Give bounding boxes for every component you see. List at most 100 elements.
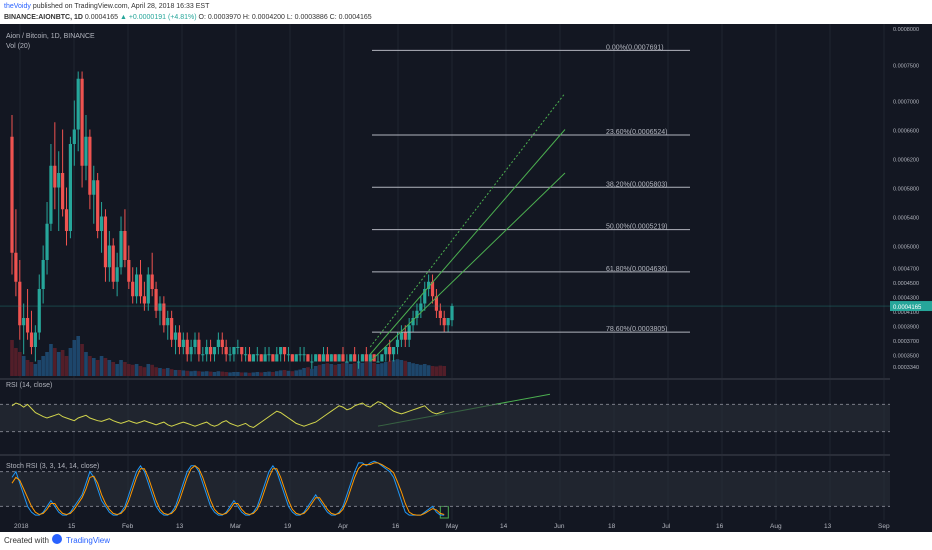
candle-body bbox=[271, 354, 275, 362]
volume-bar bbox=[10, 340, 14, 376]
fibonacci-retracement[interactable]: 0.00%(0.0007691) 23.60%(0.0006524) 38.20%(… bbox=[372, 44, 690, 333]
volume-bar bbox=[103, 358, 108, 376]
candle-body bbox=[220, 339, 224, 347]
candle-body bbox=[290, 354, 294, 362]
volume-bar bbox=[95, 360, 100, 376]
tradingview-logo-icon bbox=[52, 534, 62, 544]
price-tick-label: 0.0003700 bbox=[893, 339, 919, 345]
candle-body bbox=[391, 347, 396, 355]
symbol-line: BINANCE:AIONBTC, 1D 0.0004165 ▲ +0.00001… bbox=[4, 14, 372, 21]
candle-body bbox=[353, 354, 357, 362]
candle-body bbox=[279, 347, 283, 355]
volume-bar bbox=[185, 370, 190, 376]
price-tick-label: 0.0003900 bbox=[893, 324, 919, 330]
candle-body bbox=[41, 260, 45, 289]
volume-bar bbox=[232, 372, 236, 376]
volume-bar bbox=[321, 364, 326, 376]
candle-body bbox=[189, 347, 193, 355]
tradingview-link[interactable]: TradingView bbox=[66, 536, 111, 545]
volume-bar bbox=[282, 370, 287, 376]
volume-bar bbox=[14, 348, 18, 376]
candle-body bbox=[119, 231, 123, 268]
fib-level-label: 0.00%(0.0007691) bbox=[606, 44, 664, 51]
volume-bar bbox=[33, 364, 38, 376]
volume-bar bbox=[220, 371, 225, 376]
volume-bar bbox=[21, 356, 26, 376]
rsi-pane: 60.000040.0000 bbox=[0, 401, 922, 433]
volume-bar bbox=[224, 372, 228, 376]
volume-bar bbox=[236, 372, 240, 376]
volume-bar bbox=[146, 364, 151, 376]
volume-bar bbox=[290, 371, 295, 376]
candle-body bbox=[236, 347, 240, 348]
channel-lower-line bbox=[369, 172, 566, 362]
candle-body bbox=[154, 289, 158, 311]
volume-bar bbox=[259, 372, 264, 376]
channel-mid-line bbox=[369, 129, 566, 355]
chart-canvas[interactable]: 0.00%(0.0007691) 23.60%(0.0006524) 38.20%(… bbox=[0, 24, 932, 532]
candle-body bbox=[403, 332, 407, 340]
volume-bar bbox=[380, 363, 384, 376]
volume-bar bbox=[313, 366, 318, 376]
candle-body bbox=[388, 347, 392, 355]
volume-bar bbox=[142, 367, 147, 376]
volume-bar bbox=[243, 372, 248, 376]
time-tick-label: May bbox=[446, 523, 459, 530]
fib-level-label: 23.60%(0.0006524) bbox=[606, 129, 668, 136]
volume-bar bbox=[49, 344, 53, 376]
volume-bar bbox=[193, 370, 197, 376]
last-price: 0.0004165 bbox=[84, 14, 118, 21]
volume-bar bbox=[384, 362, 388, 376]
volume-bar bbox=[267, 371, 271, 376]
candle-body bbox=[80, 78, 84, 166]
volume-bar bbox=[302, 368, 306, 376]
volume-bar bbox=[123, 362, 127, 376]
fib-level-label: 78.60%(0.0003805) bbox=[606, 326, 668, 333]
candle-body bbox=[349, 354, 353, 362]
candle-body bbox=[25, 318, 30, 333]
candle-body bbox=[216, 339, 220, 347]
volume-bar bbox=[181, 370, 186, 376]
stoch-rsi-label: Stoch RSI (3, 3, 14, 14, close) bbox=[6, 463, 99, 470]
candle-body bbox=[99, 216, 104, 231]
price-axis[interactable]: 0.0008000 0.0007500 0.0007000 0.0006600 0.00… bbox=[0, 24, 932, 532]
price-tick-label: 0.0006600 bbox=[893, 129, 919, 135]
candle-body bbox=[345, 361, 349, 363]
candle-body bbox=[310, 361, 314, 363]
created-with-label: Created with bbox=[4, 536, 49, 545]
volume-bar bbox=[376, 364, 380, 376]
author-link[interactable]: theVoidy bbox=[4, 3, 31, 10]
volume-bar bbox=[274, 371, 279, 376]
volume-bar bbox=[345, 362, 349, 376]
candle-body bbox=[380, 354, 384, 362]
candle-body bbox=[399, 332, 403, 340]
candle-body bbox=[376, 361, 380, 363]
volume-bar bbox=[251, 372, 256, 376]
volume-bar bbox=[228, 372, 232, 376]
pane-series-line bbox=[11, 401, 445, 429]
candle-body bbox=[333, 354, 337, 362]
volume-bar bbox=[356, 362, 361, 376]
volume-bar bbox=[91, 358, 96, 376]
volume-bar bbox=[333, 364, 337, 376]
volume-bar bbox=[119, 360, 123, 376]
price-tick-label: 0.0007000 bbox=[893, 100, 919, 106]
candle-body bbox=[321, 354, 326, 362]
volume-bar bbox=[399, 360, 404, 376]
candle-body bbox=[282, 347, 287, 355]
candle-body bbox=[158, 303, 162, 311]
candle-body bbox=[419, 303, 423, 311]
time-axis[interactable]: 2018 15 Feb 13 Mar 19 Apr 16 May 14 Jun 18 Jul 16 Aug 1… bbox=[0, 520, 932, 532]
fib-level-label: 61.80%(0.0004636) bbox=[606, 266, 668, 273]
time-tick-label: 2018 bbox=[14, 523, 29, 530]
candle-body bbox=[434, 296, 439, 311]
chart-background bbox=[0, 24, 932, 532]
candle-body bbox=[76, 78, 80, 130]
fib-level-label: 50.00%(0.0005219) bbox=[606, 224, 668, 231]
candle-body bbox=[364, 354, 368, 362]
candle-body bbox=[267, 354, 271, 356]
volume-bar bbox=[255, 372, 260, 376]
candle-body bbox=[442, 318, 446, 326]
volume-bar bbox=[88, 356, 92, 376]
volume-bar bbox=[403, 360, 408, 376]
